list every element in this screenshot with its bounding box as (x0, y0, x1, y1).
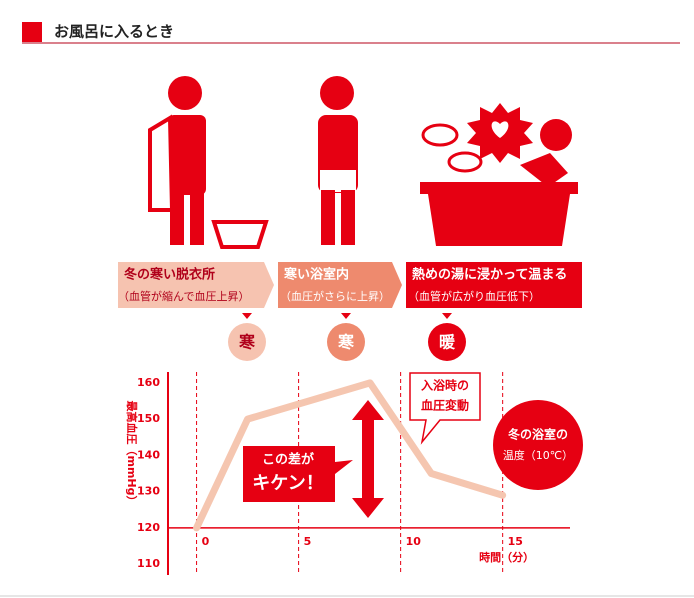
y-tick-label: 160 (137, 376, 160, 389)
mark-circle (428, 323, 466, 361)
x-tick-label: 15 (508, 535, 523, 548)
mark-text: 暖 (439, 333, 456, 352)
callout-text: 血圧変動 (421, 398, 469, 413)
x-tick-label: 5 (304, 535, 312, 548)
double-arrow (352, 400, 384, 518)
mark-circle (327, 323, 365, 361)
pictograms (148, 76, 578, 249)
stage-note: （血圧がさらに上昇） (280, 289, 390, 303)
x-tick-label: 0 (202, 535, 210, 548)
callout-text: 冬の浴室の (508, 427, 568, 442)
callout-box (243, 446, 353, 502)
header-title: お風呂に入るとき (54, 23, 174, 41)
stage-banner (118, 262, 274, 308)
y-tick-label: 140 (137, 448, 160, 461)
callout-text: キケン！ (252, 473, 323, 494)
y-tick-label: 110 (137, 557, 160, 570)
stage-label: 熱めの湯に浸かって温まる (412, 267, 567, 283)
mark-text: 寒 (337, 333, 355, 352)
x-axis-label: 時間（分） (479, 550, 534, 564)
stage-note: （血管が縮んで血圧上昇） (118, 289, 249, 303)
callout-text: 入浴時の (421, 378, 469, 393)
mark-circle (228, 323, 266, 361)
x-tick-label: 10 (406, 535, 422, 548)
stage-banner (406, 262, 582, 308)
data-line (193, 379, 507, 532)
stage-label: 冬の寒い脱衣所 (124, 267, 215, 283)
y-tick-label: 130 (137, 485, 160, 498)
chart: 110 120 130 140 150 160 0 5 10 15 時間（分） 最高血圧（mmHg） こ… (125, 372, 583, 575)
stage-banner (278, 262, 402, 308)
mark-text: 寒 (238, 333, 256, 352)
callout-box (409, 372, 481, 445)
pointer (242, 313, 452, 319)
callout-text: この差が (262, 452, 314, 468)
temp-circle (493, 400, 583, 490)
stage-note: （血管が広がり血圧低下） (408, 289, 540, 303)
y-axis-label: 最高血圧（mmHg） (125, 400, 139, 506)
stage-label: 寒い浴室内 (283, 267, 349, 283)
header-square (22, 22, 42, 42)
y-tick-label: 150 (137, 412, 160, 425)
y-tick-label: 120 (137, 521, 160, 534)
callout-text: 温度（10℃） (503, 448, 573, 462)
